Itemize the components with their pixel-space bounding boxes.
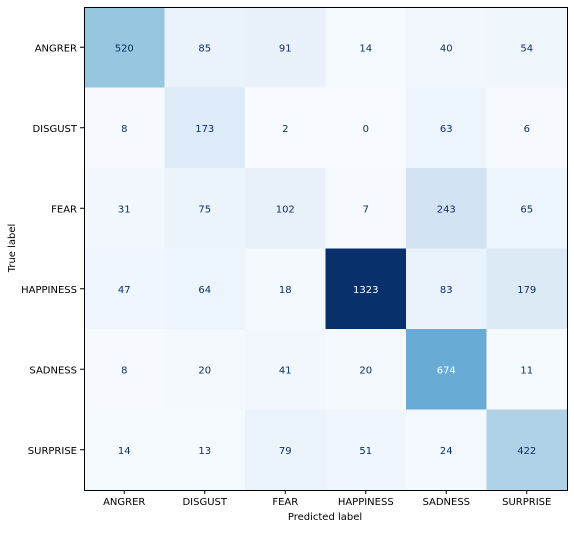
heatmap-cell bbox=[486, 168, 568, 249]
cell-value-label: 63 bbox=[440, 124, 453, 135]
heatmap-cell bbox=[84, 409, 165, 491]
heatmap-cell bbox=[325, 168, 407, 249]
x-tick-label: DISGUST bbox=[182, 497, 227, 508]
heatmap-cell bbox=[245, 87, 326, 169]
cell-value-label: 91 bbox=[279, 43, 292, 54]
cell-value-label: 0 bbox=[363, 124, 369, 135]
heatmap-cell bbox=[325, 7, 407, 88]
heatmap-cell bbox=[325, 329, 407, 410]
heatmap-cells bbox=[84, 7, 568, 491]
heatmap-cell bbox=[84, 7, 165, 88]
heatmap-cell bbox=[164, 168, 246, 249]
x-tick-label: ANGRER bbox=[103, 497, 145, 508]
cell-value-label: 64 bbox=[198, 285, 211, 296]
cell-value-label: 79 bbox=[279, 446, 292, 457]
cell-value-label: 8 bbox=[121, 124, 127, 135]
heatmap-cell bbox=[245, 168, 326, 249]
y-axis-label: True label bbox=[7, 224, 18, 274]
cell-value-label: 2 bbox=[282, 124, 288, 135]
cell-value-label: 75 bbox=[198, 204, 211, 215]
heatmap-cell bbox=[164, 87, 246, 169]
x-axis-ticks: ANGRER DISGUST FEAR HAPPINESS SADNESS SURPRIS… bbox=[103, 490, 551, 508]
x-axis-label: Predicted label bbox=[288, 512, 362, 523]
cell-value-label: 173 bbox=[195, 124, 214, 135]
cell-value-label: 85 bbox=[198, 43, 211, 54]
heatmap-cell bbox=[164, 409, 246, 491]
y-tick-label: FEAR bbox=[51, 204, 77, 215]
heatmap-cell bbox=[245, 329, 326, 410]
y-tick-label: DISGUST bbox=[32, 124, 77, 135]
heatmap-cell bbox=[325, 248, 407, 330]
heatmap-cell bbox=[84, 168, 165, 249]
cell-value-label: 14 bbox=[118, 446, 131, 457]
cell-value-label: 20 bbox=[198, 365, 211, 376]
cell-value-label: 51 bbox=[359, 446, 372, 457]
cell-value-label: 18 bbox=[279, 285, 292, 296]
y-tick-label: SURPRISE bbox=[28, 446, 77, 457]
cell-value-label: 422 bbox=[517, 446, 536, 457]
heatmap-cell bbox=[164, 7, 246, 88]
cell-value-label: 41 bbox=[279, 365, 292, 376]
x-tick-label: SADNESS bbox=[422, 497, 470, 508]
heatmap-cell bbox=[486, 7, 568, 88]
y-axis-ticks: ANGRER DISGUST FEAR HAPPINESS SADNESS SURPRIS… bbox=[21, 43, 84, 457]
cell-value-label: 65 bbox=[520, 204, 533, 215]
cell-value-label: 83 bbox=[440, 285, 453, 296]
heatmap-cell bbox=[84, 248, 165, 330]
y-tick-label: HAPPINESS bbox=[21, 285, 77, 296]
heatmap-cell bbox=[406, 329, 487, 410]
heatmap-cell bbox=[406, 409, 487, 491]
y-tick-label: ANGRER bbox=[35, 43, 77, 54]
cell-value-label: 1323 bbox=[353, 285, 378, 296]
heatmap-cell bbox=[245, 7, 326, 88]
heatmap-cell bbox=[486, 248, 568, 330]
x-tick-label: HAPPINESS bbox=[338, 497, 394, 508]
heatmap-cell bbox=[84, 329, 165, 410]
heatmap-cell bbox=[406, 168, 487, 249]
cell-value-label: 54 bbox=[520, 43, 533, 54]
cell-value-label: 102 bbox=[276, 204, 295, 215]
cell-value-label: 31 bbox=[118, 204, 131, 215]
heatmap-cell bbox=[486, 409, 568, 491]
heatmap-cell bbox=[406, 248, 487, 330]
cell-value-label: 40 bbox=[440, 43, 453, 54]
cell-value-label: 20 bbox=[359, 365, 372, 376]
cell-value-label: 14 bbox=[359, 43, 372, 54]
cell-value-label: 8 bbox=[121, 365, 127, 376]
heatmap-cell bbox=[164, 329, 246, 410]
x-tick-label: SURPRISE bbox=[502, 497, 551, 508]
heatmap-cell bbox=[245, 409, 326, 491]
cell-value-label: 47 bbox=[118, 285, 131, 296]
heatmap-cell bbox=[486, 87, 568, 169]
cell-value-label: 243 bbox=[437, 204, 456, 215]
heatmap-cell bbox=[325, 87, 407, 169]
x-tick-label: FEAR bbox=[272, 497, 298, 508]
cell-value-label: 11 bbox=[520, 365, 533, 376]
cell-value-label: 13 bbox=[198, 446, 211, 457]
cell-value-label: 7 bbox=[363, 204, 369, 215]
y-tick-label: SADNESS bbox=[29, 365, 77, 376]
heatmap-cell bbox=[245, 248, 326, 330]
heatmap-cell bbox=[486, 329, 568, 410]
heatmap-cell bbox=[406, 7, 487, 88]
heatmap-cell bbox=[84, 87, 165, 169]
cell-value-label: 674 bbox=[437, 365, 456, 376]
plot-frame bbox=[84, 7, 568, 491]
cell-value-label: 520 bbox=[115, 43, 134, 54]
heatmap-cell bbox=[164, 248, 246, 330]
cell-value-label: 6 bbox=[524, 124, 530, 135]
cell-value-label: 24 bbox=[440, 446, 453, 457]
heatmap-cell bbox=[325, 409, 407, 491]
heatmap-cell bbox=[406, 87, 487, 169]
cell-value-label: 179 bbox=[517, 285, 536, 296]
